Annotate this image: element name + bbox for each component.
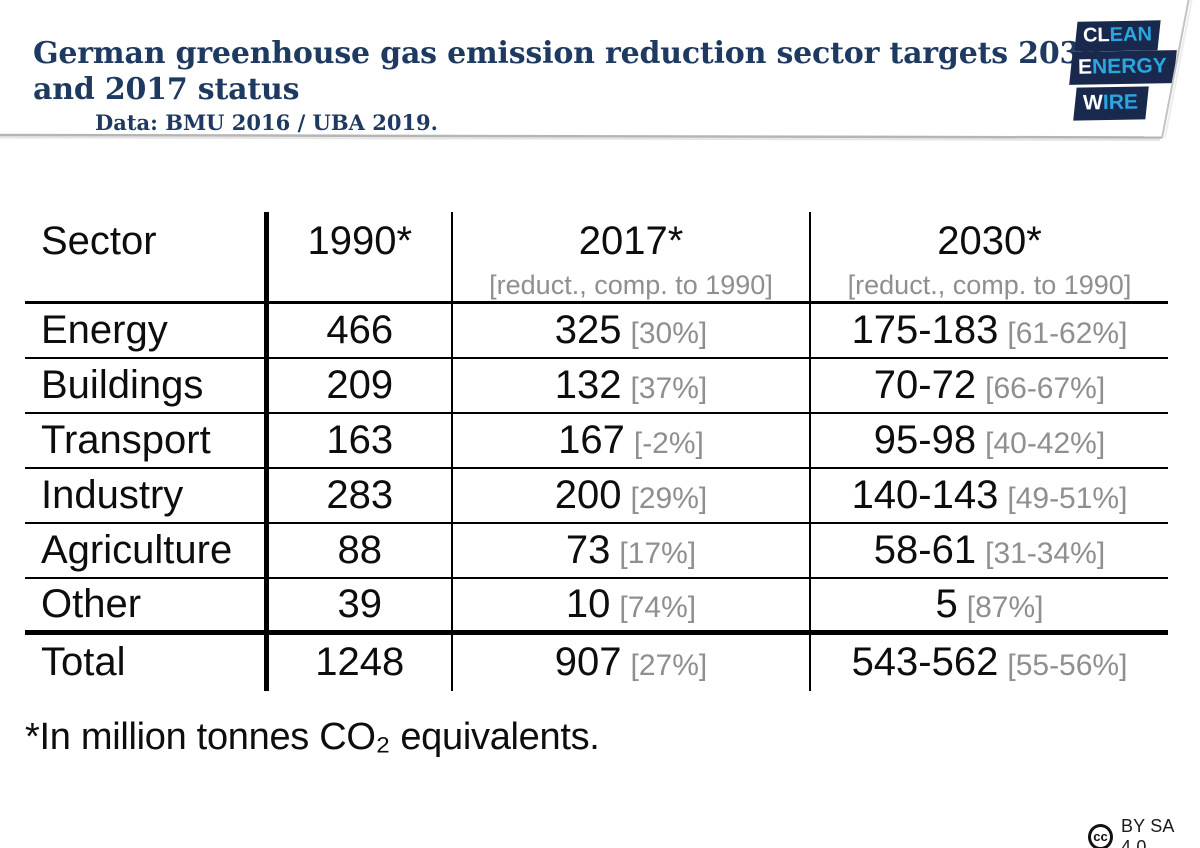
sector-label: Energy	[25, 302, 269, 359]
table-header-row: Sector 1990* 2017* [reduct., comp. to 19…	[25, 212, 1168, 304]
value-2017: 73 [17%]	[452, 522, 811, 579]
column-subheader-2030: [reduct., comp. to 1990]	[847, 270, 1132, 300]
logo-energy-white: E	[1077, 55, 1093, 79]
logo-clean-blue: EAN	[1109, 23, 1153, 47]
data-source-subtitle: Data: BMU 2016 / UBA 2019.	[95, 110, 438, 135]
header-banner: German greenhouse gas emission reduction…	[0, 0, 1200, 142]
value-2017: 200 [29%]	[452, 467, 811, 524]
sector-label: Transport	[25, 412, 269, 469]
logo-row-energy: ENERGY	[1069, 50, 1177, 85]
column-subheader-2017: [reduct., comp. to 1990]	[489, 270, 773, 300]
column-header-sector: Sector	[25, 212, 269, 304]
clean-energy-wire-logo: CLEAN ENERGY WIRE	[1040, 0, 1200, 130]
table-row-other: Other 39 10 [74%] 5 [87%]	[25, 577, 1168, 635]
value-1990: 163	[266, 412, 453, 469]
value-2030: 95-98 [40-42%]	[810, 412, 1168, 469]
pct-2030: [49-51%]	[1007, 481, 1128, 515]
value-2017: 907 [27%]	[452, 632, 811, 691]
pct-2017: [30%]	[630, 316, 708, 350]
pct-2017: [74%]	[619, 590, 697, 624]
column-header-2030: 2030* [reduct., comp. to 1990]	[810, 212, 1168, 304]
table-row-energy: Energy 466 325 [30%] 175-183 [61-62%]	[25, 302, 1168, 359]
page-title-line1: German greenhouse gas emission reduction…	[33, 36, 1101, 71]
sector-label: Total	[25, 632, 269, 691]
license-badge: cc BY SA 4.0	[1088, 816, 1200, 848]
value-2030: 70-72 [66-67%]	[810, 357, 1168, 414]
table-row-agriculture: Agriculture 88 73 [17%] 58-61 [31-34%]	[25, 522, 1168, 579]
value-1990: 209	[266, 357, 453, 414]
value-2030: 543-562 [55-56%]	[851, 640, 1128, 685]
license-text: BY SA 4.0	[1120, 816, 1174, 848]
logo-wire-white: W	[1082, 91, 1104, 115]
value-2030: 140-143 [49-51%]	[810, 467, 1168, 524]
value-2030: 5 [87%]	[810, 577, 1168, 635]
column-header-2017: 2017* [reduct., comp. to 1990]	[452, 212, 811, 304]
value-1990: 39	[266, 577, 453, 635]
logo-energy-blue: NERGY	[1091, 54, 1168, 79]
pct-2030: [66-67%]	[985, 371, 1106, 405]
logo-row-wire: WIRE	[1073, 86, 1149, 121]
table-row-buildings: Buildings 209 132 [37%] 70-72 [66-67%]	[25, 357, 1168, 414]
value-1990: 88	[266, 522, 453, 579]
pct-2030: [87%]	[966, 590, 1044, 624]
column-header-1990: 1990*	[266, 212, 453, 304]
table-row-transport: Transport 163 167 [-2%] 95-98 [40-42%]	[25, 412, 1168, 469]
page-title-line2: and 2017 status	[33, 72, 300, 107]
pct-2030: [55-56%]	[1007, 649, 1128, 683]
pct-2017: [17%]	[619, 536, 697, 570]
cc-license-icon: cc	[1088, 824, 1113, 848]
pct-2017: [37%]	[630, 371, 708, 405]
pct-2017: [27%]	[630, 649, 708, 683]
sector-label: Agriculture	[25, 522, 269, 579]
sector-label: Industry	[25, 467, 269, 524]
pct-2030: [40-42%]	[985, 426, 1106, 460]
emissions-table: Sector 1990* 2017* [reduct., comp. to 19…	[25, 212, 1168, 691]
pct-2030: [61-62%]	[1007, 316, 1128, 350]
value-1990: 1248	[266, 632, 453, 691]
logo-row-clean: CLEAN	[1074, 20, 1161, 52]
value-2030: 175-183 [61-62%]	[810, 302, 1168, 359]
logo-clean-white: CL	[1082, 24, 1110, 47]
value-1990: 466	[266, 302, 453, 359]
table-footnote: *In million tonnes CO₂ equivalents.	[25, 716, 600, 758]
logo-wire-blue: IRE	[1102, 90, 1139, 115]
pct-2017: [-2%]	[633, 426, 704, 460]
value-2030: 58-61 [31-34%]	[810, 522, 1168, 579]
pct-2030: [31-34%]	[985, 536, 1106, 570]
sector-label: Buildings	[25, 357, 269, 414]
pct-2017: [29%]	[630, 481, 708, 515]
table-row-industry: Industry 283 200 [29%] 140-143 [49-51%]	[25, 467, 1168, 524]
value-2017: 325 [30%]	[452, 302, 811, 359]
value-2017: 132 [37%]	[452, 357, 811, 414]
sector-label: Other	[25, 577, 269, 635]
value-1990: 283	[266, 467, 453, 524]
value-2017: 10 [74%]	[452, 577, 811, 635]
table-row-total: Total 1248 907 [27%] 543-562 [55-56%]	[25, 632, 1168, 691]
page-title: German greenhouse gas emission reduction…	[33, 36, 1101, 108]
value-2017: 167 [-2%]	[452, 412, 811, 469]
